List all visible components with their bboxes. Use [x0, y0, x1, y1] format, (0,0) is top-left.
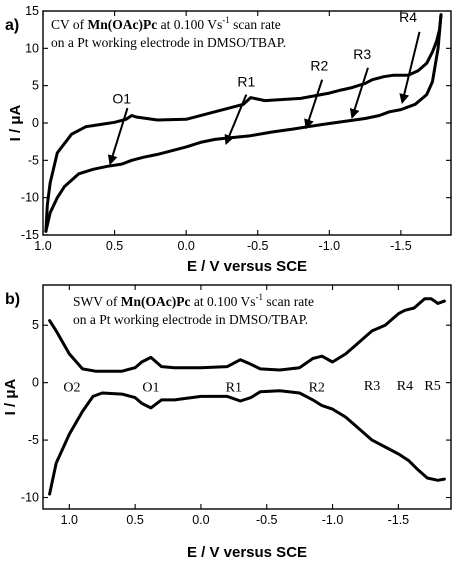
panel-label-a: a): [5, 17, 19, 34]
x-tick-label: -0.5: [256, 513, 278, 527]
peak-label: O1: [112, 91, 131, 107]
peak-labels-b: O2 O1 R1 R2 R3 R4 R5: [63, 379, 440, 396]
panel-label-b: b): [5, 291, 20, 308]
x-tick-label: 1.0: [34, 239, 51, 253]
x-tick-label: 0.0: [177, 239, 194, 253]
y-tick-label: 15: [25, 4, 39, 18]
panel-a: a) CV of Mn(OAc)Pc at 0.100 Vs-1 scan ra…: [5, 4, 452, 275]
curves-a: [44, 13, 443, 233]
legend-line1-a: CV of Mn(OAc)Pc at 0.100 Vs-1 scan rate: [51, 15, 281, 32]
y-axis-title-b: I / μA: [2, 378, 19, 415]
y-tick-label: 0: [32, 376, 39, 390]
plot-frame-b: [42, 284, 452, 510]
peak-arrow: [304, 79, 324, 130]
y-axis-title-a: I / μA: [7, 104, 24, 141]
y-tick-label: -10: [21, 491, 39, 505]
peak-label: R3: [364, 379, 380, 394]
peak-label: R2: [309, 381, 325, 396]
peak-arrow: [349, 67, 369, 119]
series-line-2: [44, 13, 443, 233]
y-tick-label: -10: [21, 191, 39, 205]
peak-label: R4: [399, 9, 417, 25]
peak-arrow: [399, 31, 421, 105]
peak-label: R3: [353, 46, 371, 62]
peak-label: R4: [397, 379, 413, 394]
annotations-a: O1 R1 R2 R3 R4: [107, 9, 421, 166]
curves-b: [48, 297, 446, 496]
legend-line1-b: SWV of Mn(OAc)Pc at 0.100 Vs-1 scan rate: [73, 292, 314, 309]
legend-line2-a: on a Pt working electrode in DMSO/TBAP.: [51, 35, 286, 50]
y-tick-label: -5: [28, 153, 39, 167]
x-tick-label: -1.5: [388, 513, 410, 527]
x-tick-label: 0.5: [106, 239, 123, 253]
series-line-1: [48, 297, 446, 373]
y-tick-label: -5: [28, 433, 39, 447]
y-tick-label: 0: [32, 116, 39, 130]
x-tick-label: 1.0: [61, 513, 78, 527]
x-axis-title-b: E / V versus SCE: [187, 544, 307, 561]
series-line-2: [48, 389, 446, 496]
x-tick-label: -1.0: [322, 513, 344, 527]
x-tick-label: -1.0: [319, 239, 341, 253]
peak-arrow: [107, 107, 129, 166]
x-axis-title-a: E / V versus SCE: [187, 258, 307, 275]
peak-label: R2: [310, 58, 328, 74]
peak-label: R1: [237, 73, 255, 89]
y-tick-label: 5: [32, 79, 39, 93]
peak-label: R1: [226, 381, 242, 396]
x-tick-label: -1.5: [390, 239, 412, 253]
panel-b: b) SWV of Mn(OAc)Pc at 0.100 Vs-1 scan r…: [2, 284, 452, 561]
x-tick-label: 0.5: [126, 513, 143, 527]
series-line-1: [44, 13, 443, 233]
x-tick-label: 0.0: [192, 513, 209, 527]
y-tick-label: 5: [32, 318, 39, 332]
peak-arrow: [224, 94, 248, 146]
ticks-a: 1.0 0.5 0.0 -0.5 -1.0 -1.5 -15 -10 -5 0 5 10 15: [21, 4, 451, 253]
peak-label: O1: [142, 381, 159, 396]
x-tick-label: -0.5: [247, 239, 269, 253]
ticks-b: 1.0 0.5 0.0 -0.5 -1.0 -1.5 -10 -5 0 5: [21, 285, 451, 527]
peak-label: R5: [424, 379, 440, 394]
y-tick-label: 10: [25, 41, 39, 55]
y-tick-label: -15: [21, 228, 39, 242]
legend-line2-b: on a Pt working electrode in DMSO/TBAP.: [73, 312, 308, 327]
peak-label: O2: [63, 381, 80, 396]
